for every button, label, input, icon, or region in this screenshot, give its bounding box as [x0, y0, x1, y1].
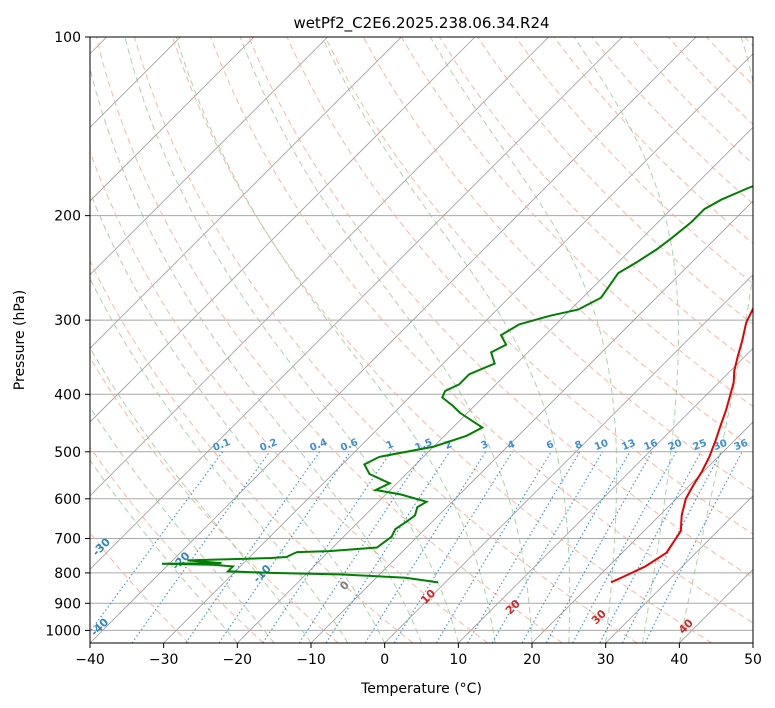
moist-adiabat [90, 346, 312, 643]
y-tick-label: 200 [54, 209, 81, 225]
mixing-ratio-label: 13 [620, 438, 637, 453]
y-tick-label: 400 [54, 387, 81, 403]
temperature-trace [610, 306, 753, 584]
mixing-ratio-line [298, 451, 426, 643]
x-tick-label: 50 [744, 652, 762, 668]
isotherm-line [384, 274, 753, 643]
y-tick-label: 300 [54, 313, 81, 329]
x-tick-label: 10 [449, 652, 467, 668]
moist-adiabat [239, 37, 533, 643]
x-tick-label: 40 [670, 652, 688, 668]
x-tick-label: −10 [296, 652, 326, 668]
dry-adiabat [90, 356, 339, 643]
y-tick-label: 800 [54, 566, 81, 582]
x-tick-label: −30 [149, 652, 179, 668]
mixing-ratio-label: 1 [385, 439, 396, 452]
mixing-ratio-label: 3 [480, 439, 491, 452]
moist-adiabat [90, 66, 422, 643]
mixing-ratio-line [545, 451, 653, 643]
moist-adiabat [678, 37, 753, 643]
mixing-ratio-label: 20 [667, 438, 684, 453]
moist-adiabat [321, 37, 571, 643]
y-tick-label: 1000 [45, 623, 81, 639]
x-axis-label: Temperature (°C) [360, 681, 482, 697]
x-tick-label: 20 [523, 652, 541, 668]
mixing-ratio-line [599, 451, 702, 643]
isotherm-line [90, 37, 697, 643]
y-tick-label: 500 [54, 445, 81, 461]
moist-adiabat [90, 277, 349, 643]
dry-adiabat [248, 37, 753, 579]
dry-adiabat [90, 446, 264, 643]
mixing-ratio-line [521, 451, 631, 643]
dry-adiabat [210, 37, 753, 624]
isotherm-line [90, 37, 623, 570]
mixing-ratio-line [644, 451, 743, 643]
mixing-ratio-line [325, 451, 451, 643]
mixing-ratio-line [185, 451, 321, 643]
isotherm-line [531, 421, 753, 643]
dry-adiabat [515, 37, 753, 285]
plot-frame [89, 36, 754, 644]
y-tick-label: 100 [54, 30, 81, 46]
dry-adiabat [286, 37, 753, 535]
dry-adiabat [95, 37, 563, 643]
y-axis-label: Pressure (hPa) [12, 290, 28, 390]
x-tick-label: −40 [75, 652, 105, 668]
x-tick-label: 0 [380, 652, 389, 668]
mixing-ratio-label: 8 [574, 439, 585, 452]
dry-adiabat [324, 37, 753, 492]
mixing-ratio-label: 10 [593, 438, 610, 453]
x-tick-label: −20 [223, 652, 253, 668]
dry-adiabat [477, 37, 753, 325]
y-tick-label: 900 [54, 596, 81, 612]
mixing-ratio-line [90, 451, 224, 633]
isotherm-line [90, 37, 402, 349]
mixing-ratio-line [435, 451, 552, 643]
dry-adiabat [172, 37, 712, 643]
chart-title: wetPf2_C2E6.2025.238.06.34.R24 [293, 14, 549, 33]
moist-adiabat [429, 37, 618, 643]
y-tick-label: 700 [54, 532, 81, 548]
axes-layer: −40 −30 −20 −10 0 10 20 30 40 50 1000 900 800 700 600 5… [45, 30, 762, 668]
isotherm-line [90, 37, 549, 497]
moist-adiabat [573, 37, 679, 643]
mixing-ratio-label: 25 [691, 438, 708, 453]
mixing-ratio-line [572, 451, 677, 643]
mixing-ratio-line [218, 451, 351, 643]
mixing-ratio-label: 16 [642, 438, 659, 453]
isotherm-line [90, 37, 476, 423]
mixing-ratio-label: 4 [506, 439, 517, 452]
moist-adiabat [124, 37, 459, 643]
dry-adiabat [133, 37, 638, 643]
isotherm-line [458, 347, 753, 643]
isotherm-line [163, 53, 753, 643]
dewpoint-trace [161, 185, 753, 584]
mixing-ratio-label: 6 [545, 439, 556, 452]
moist-adiabat [90, 190, 386, 643]
grid-layer [90, 37, 753, 643]
moist-adiabat [90, 406, 275, 643]
y-tick-label: 600 [54, 492, 81, 508]
isotherm-line [90, 37, 328, 276]
isotherm-line [237, 126, 753, 643]
x-tick-label: 30 [597, 652, 615, 668]
mixing-ratio-line [262, 451, 392, 643]
trace-layer [161, 185, 753, 584]
dry-adiabat [90, 259, 414, 643]
mixing-ratio-label: 2 [443, 439, 454, 452]
isotherm-line [90, 37, 255, 202]
mixing-ratio-label: 36 [733, 438, 750, 453]
moist-adiabat [90, 459, 238, 643]
moist-adiabat [175, 37, 496, 643]
isotherm-line [605, 495, 753, 643]
mixing-ratio-line [364, 451, 487, 643]
